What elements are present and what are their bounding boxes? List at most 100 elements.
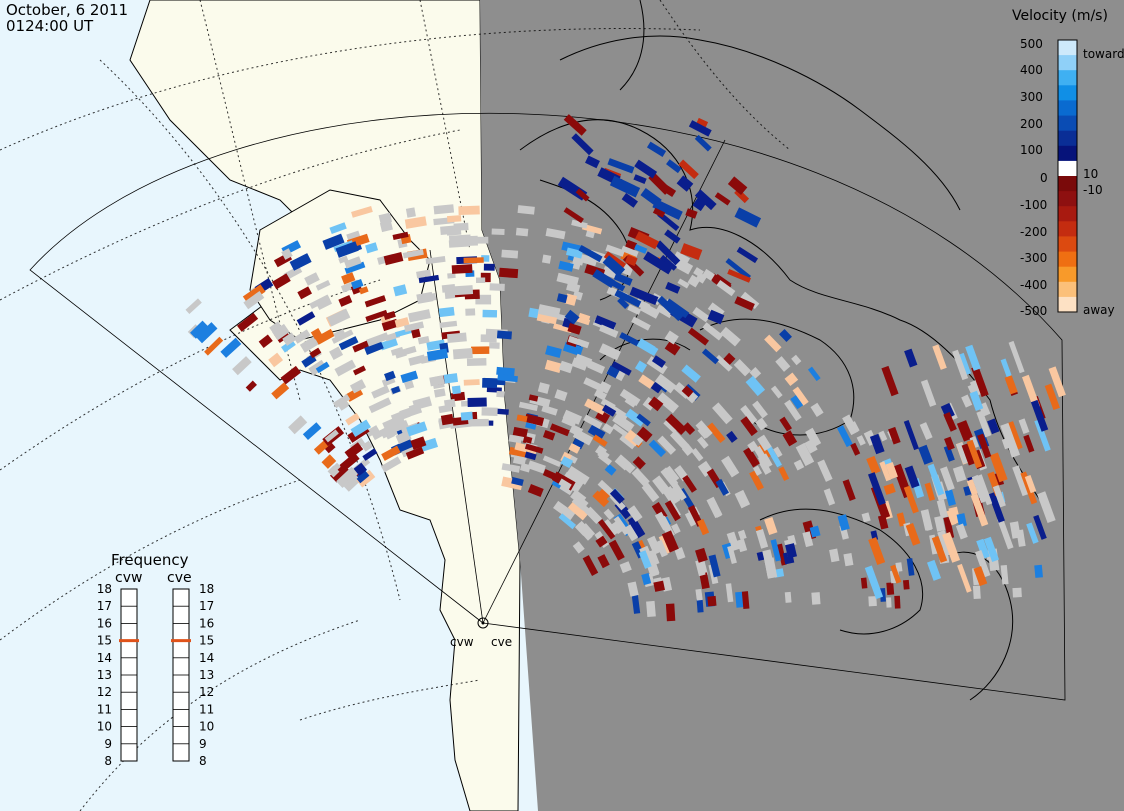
velocity-tick: 400: [1020, 63, 1043, 77]
scatter-cell: [452, 347, 473, 360]
scatter-cell: [860, 577, 868, 589]
scatter-cell: [805, 427, 822, 448]
scatter-cell: [585, 155, 600, 169]
scatter-cell: [272, 323, 290, 341]
scatter-cell: [575, 520, 590, 536]
scatter-cell: [896, 512, 907, 527]
frequency-scale-label: 9: [199, 737, 207, 751]
scatter-cell: [566, 465, 590, 485]
scatter-cell: [426, 348, 449, 362]
scatter-cell: [971, 474, 988, 504]
scatter-cell: [562, 409, 583, 425]
scatter-cell: [1030, 399, 1049, 432]
scatter-cell: [929, 534, 938, 555]
scatter-cell: [707, 595, 717, 607]
scatter-cell: [639, 302, 661, 319]
scatter-cell: [392, 231, 409, 241]
frequency-scale-label: 13: [97, 668, 112, 682]
scatter-cell: [361, 440, 373, 452]
scatter-cell: [340, 469, 355, 483]
scatter-cell: [856, 435, 866, 446]
scatter-cell: [725, 583, 734, 603]
scatter-cell: [545, 228, 566, 240]
scatter-cell: [740, 404, 758, 425]
scatter-cell: [695, 559, 706, 577]
colorbar-segment: [1058, 145, 1077, 162]
scatter-cell: [407, 309, 431, 323]
scatter-cell: [410, 436, 427, 450]
scatter-cell: [638, 374, 655, 389]
scatter-cell: [681, 385, 694, 398]
scatter-cell: [541, 254, 552, 264]
scatter-cell: [245, 380, 257, 392]
scatter-cell: [315, 361, 330, 374]
scatter-cell: [598, 343, 621, 361]
scatter-cell: [669, 430, 690, 451]
scatter-cell: [697, 427, 709, 439]
scatter-cell: [727, 269, 751, 283]
scatter-cell: [556, 272, 579, 287]
scatter-cell: [608, 539, 625, 561]
scatter-cell: [498, 267, 519, 279]
scatter-cell: [343, 474, 362, 492]
scatter-cell: [467, 397, 487, 408]
scatter-cell: [920, 379, 937, 407]
scatter-cell: [944, 489, 956, 507]
scatter-cell: [696, 598, 704, 613]
scatter-cell: [236, 312, 259, 332]
scatter-cell: [646, 356, 668, 375]
scatter-cell: [868, 472, 886, 506]
scatter-cell: [712, 402, 733, 425]
scatter-cell: [692, 307, 710, 323]
scatter-cell: [329, 346, 344, 360]
scatter-cell: [837, 425, 853, 448]
velocity-tick: 200: [1020, 117, 1043, 131]
scatter-cell: [365, 425, 380, 438]
legend-toward-label: toward: [1083, 47, 1124, 61]
coastlines-night: [519, 0, 1041, 701]
scatter-cell: [564, 293, 578, 306]
scatter-cell: [353, 462, 368, 476]
scatter-cell: [511, 477, 524, 487]
scatter-cell: [322, 233, 345, 250]
scatter-cell: [792, 386, 809, 406]
scatter-cell: [883, 483, 896, 495]
scatter-cell: [309, 294, 331, 309]
scatter-cell: [685, 208, 698, 219]
scatter-cell: [810, 402, 824, 418]
scatter-cell: [593, 389, 608, 401]
scatter-cell: [381, 445, 401, 461]
scatter-cell: [665, 298, 690, 319]
colorbar-segment: [1058, 221, 1077, 237]
velocity-tick: 100: [1020, 143, 1043, 157]
scatter-cell: [943, 516, 955, 539]
scatter-cell: [633, 174, 647, 185]
scatter-cell: [976, 538, 990, 560]
scatter-cell: [390, 385, 401, 395]
scatter-cell: [425, 256, 446, 265]
velocity-tick-labels: 500400300200100100-10-100-200-300-400-50…: [1020, 37, 1103, 318]
scatter-cell: [621, 192, 639, 208]
scatter-cell: [802, 531, 814, 548]
scatter-cell: [405, 446, 425, 460]
scatter-cell: [632, 456, 646, 470]
scatter-cell: [757, 434, 772, 452]
scatter-cell: [446, 215, 462, 223]
scatter-cell: [694, 134, 712, 152]
scatter-cell: [699, 572, 710, 590]
scatter-cell: [983, 536, 1000, 562]
scatter-cell: [483, 263, 495, 271]
scatter-cell: [782, 430, 798, 447]
scatter-cell: [489, 342, 500, 349]
scatter-cell: [701, 348, 719, 365]
scatter-cell: [1033, 514, 1047, 540]
scatter-cell: [868, 596, 877, 607]
scatter-cell: [601, 423, 614, 435]
scatter-cell: [185, 298, 202, 315]
colorbar-segment: [1058, 115, 1077, 132]
scatter-cell: [524, 451, 537, 461]
frequency-scale-label: 12: [97, 685, 112, 699]
scatter-cell: [528, 394, 539, 402]
frequency-scale-label: 16: [97, 616, 112, 630]
scatter-cell: [615, 454, 636, 474]
